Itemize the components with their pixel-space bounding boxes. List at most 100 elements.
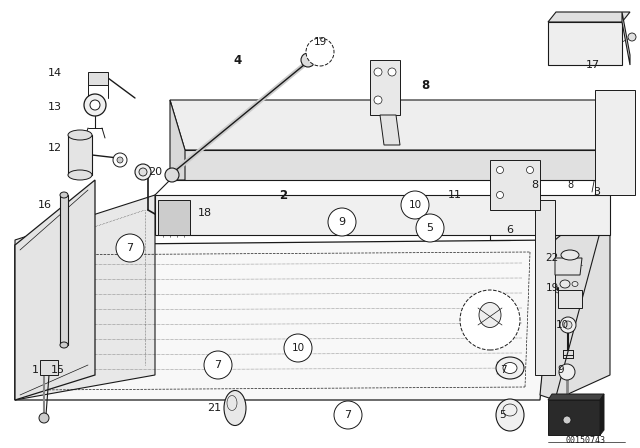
Text: 10: 10 xyxy=(556,320,568,330)
Circle shape xyxy=(306,38,334,66)
Text: 18: 18 xyxy=(198,208,212,218)
Circle shape xyxy=(135,164,151,180)
Ellipse shape xyxy=(496,357,524,379)
Text: 13: 13 xyxy=(48,102,62,112)
Polygon shape xyxy=(60,195,68,345)
Circle shape xyxy=(527,167,534,173)
Polygon shape xyxy=(595,90,635,195)
Circle shape xyxy=(39,413,49,423)
Text: 9: 9 xyxy=(557,365,564,375)
Polygon shape xyxy=(40,360,58,375)
Polygon shape xyxy=(558,290,582,308)
Circle shape xyxy=(90,100,100,110)
Circle shape xyxy=(84,94,106,116)
Circle shape xyxy=(117,157,123,163)
Text: 8: 8 xyxy=(567,180,573,190)
Text: 3: 3 xyxy=(593,187,600,197)
Ellipse shape xyxy=(60,342,68,348)
Ellipse shape xyxy=(560,280,570,288)
Polygon shape xyxy=(600,394,604,435)
Polygon shape xyxy=(170,150,600,180)
Text: 00150743: 00150743 xyxy=(565,435,605,444)
Text: 5: 5 xyxy=(426,223,433,233)
Text: 8: 8 xyxy=(421,78,429,91)
Circle shape xyxy=(334,401,362,429)
Circle shape xyxy=(139,168,147,176)
Polygon shape xyxy=(548,12,630,22)
Circle shape xyxy=(374,96,382,104)
Polygon shape xyxy=(170,100,615,150)
Text: 19: 19 xyxy=(314,37,326,47)
Text: 2: 2 xyxy=(279,189,287,202)
Text: 1: 1 xyxy=(31,365,38,375)
Text: 16: 16 xyxy=(38,200,52,210)
Circle shape xyxy=(301,53,315,67)
Text: 21: 21 xyxy=(207,403,221,413)
Circle shape xyxy=(560,317,576,333)
Polygon shape xyxy=(68,135,92,175)
Circle shape xyxy=(497,191,504,198)
Circle shape xyxy=(165,168,179,182)
Text: 7: 7 xyxy=(344,410,351,420)
Text: 17: 17 xyxy=(586,60,600,70)
Text: 4: 4 xyxy=(234,53,242,66)
Polygon shape xyxy=(490,160,540,210)
Text: 15: 15 xyxy=(51,365,65,375)
Circle shape xyxy=(416,214,444,242)
Circle shape xyxy=(116,234,144,262)
Polygon shape xyxy=(370,60,400,115)
Ellipse shape xyxy=(503,362,517,374)
Circle shape xyxy=(563,416,571,424)
Text: 9: 9 xyxy=(339,217,346,227)
Ellipse shape xyxy=(60,192,68,198)
Circle shape xyxy=(559,364,575,380)
Text: 7: 7 xyxy=(214,360,221,370)
Polygon shape xyxy=(15,195,155,400)
Ellipse shape xyxy=(68,130,92,140)
Polygon shape xyxy=(548,400,600,435)
Ellipse shape xyxy=(496,399,524,431)
Polygon shape xyxy=(155,195,610,235)
Polygon shape xyxy=(535,200,555,375)
Circle shape xyxy=(564,321,572,329)
Text: 12: 12 xyxy=(48,143,62,153)
Circle shape xyxy=(204,351,232,379)
Circle shape xyxy=(284,334,312,362)
Polygon shape xyxy=(622,12,630,65)
Polygon shape xyxy=(158,200,190,235)
Text: 19: 19 xyxy=(545,283,559,293)
Text: 14: 14 xyxy=(48,68,62,78)
Circle shape xyxy=(388,68,396,76)
Text: 11: 11 xyxy=(448,190,462,200)
Ellipse shape xyxy=(224,391,246,426)
Circle shape xyxy=(113,153,127,167)
Text: 8: 8 xyxy=(531,180,539,190)
Circle shape xyxy=(497,167,504,173)
Circle shape xyxy=(460,290,520,350)
Text: 10: 10 xyxy=(291,343,305,353)
Polygon shape xyxy=(88,72,108,85)
Polygon shape xyxy=(548,394,604,400)
Ellipse shape xyxy=(68,170,92,180)
Polygon shape xyxy=(555,195,610,400)
Ellipse shape xyxy=(561,250,579,260)
Circle shape xyxy=(374,68,382,76)
Ellipse shape xyxy=(572,281,578,287)
Circle shape xyxy=(328,208,356,236)
Polygon shape xyxy=(548,22,622,65)
Polygon shape xyxy=(555,258,582,275)
Polygon shape xyxy=(15,240,555,400)
Text: 6: 6 xyxy=(506,225,513,235)
Circle shape xyxy=(401,191,429,219)
Text: 7: 7 xyxy=(500,365,506,375)
Text: 5: 5 xyxy=(500,410,506,420)
Text: 20: 20 xyxy=(148,167,162,177)
Circle shape xyxy=(628,33,636,41)
Text: 10: 10 xyxy=(408,200,422,210)
Polygon shape xyxy=(15,180,95,400)
Ellipse shape xyxy=(479,302,501,327)
Polygon shape xyxy=(170,100,185,180)
Text: 7: 7 xyxy=(127,243,134,253)
Polygon shape xyxy=(600,100,615,180)
Text: 22: 22 xyxy=(545,253,559,263)
